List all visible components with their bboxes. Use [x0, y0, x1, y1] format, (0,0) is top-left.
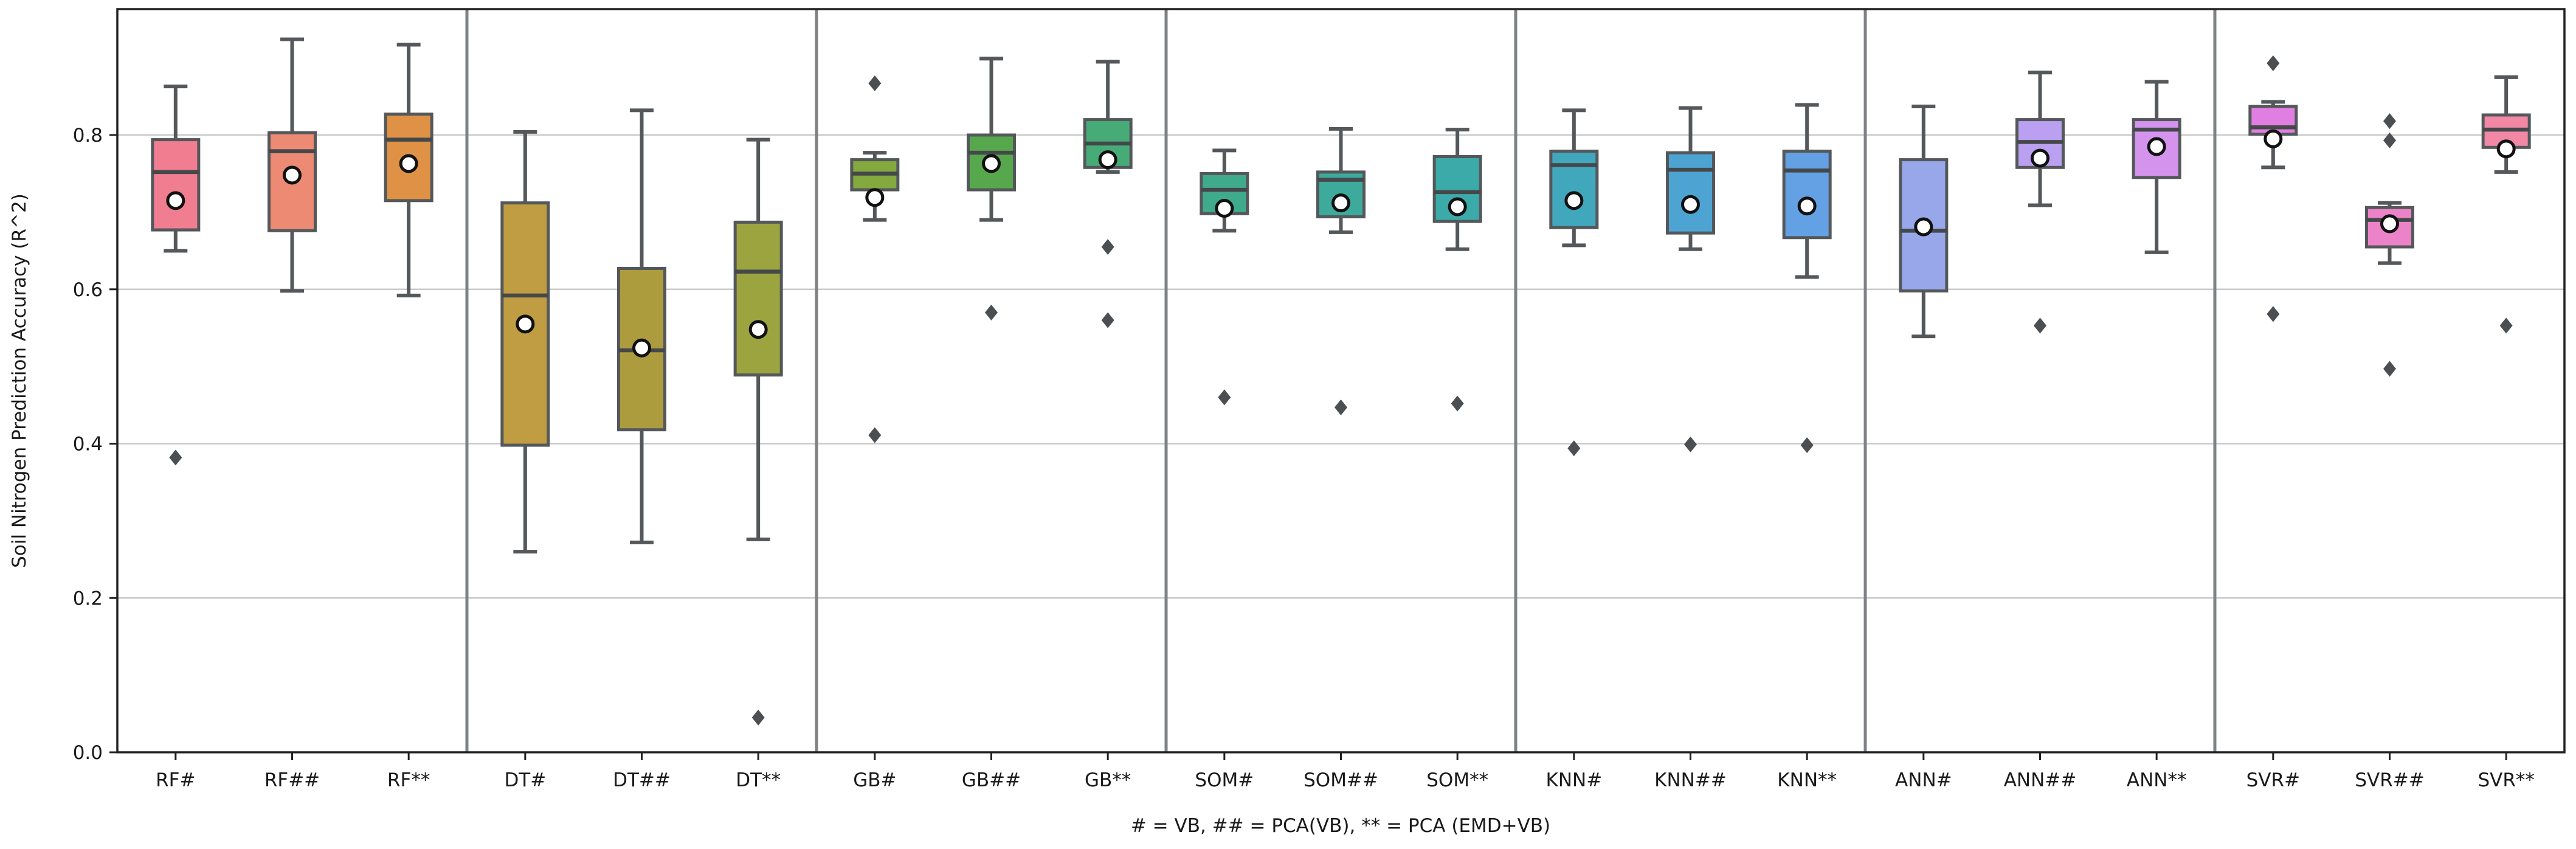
x-tick-label-SVR**: SVR** [2478, 769, 2534, 791]
box-RF** [384, 113, 433, 203]
mean-marker-SOM# [1215, 199, 1234, 218]
x-tick-label-GB##: GB## [962, 769, 1021, 791]
mean-marker-KNN# [1564, 191, 1584, 210]
box-KNN** [1782, 150, 1832, 240]
mean-marker-GB## [982, 154, 1001, 173]
x-tick-label-SOM#: SOM# [1195, 769, 1254, 791]
x-tick-label-DT#: DT# [504, 769, 546, 791]
outlier-SVR**-0 [2499, 317, 2513, 334]
x-tick-label-KNN##: KNN## [1654, 769, 1727, 791]
box-DT** [733, 220, 783, 377]
mean-marker-SOM## [1331, 193, 1350, 213]
outlier-GB**-0 [1101, 238, 1114, 255]
box-KNN# [1549, 150, 1599, 229]
x-tick-label-ANN**: ANN** [2127, 769, 2187, 791]
outlier-GB##-0 [985, 304, 998, 321]
x-tick-label-SOM##: SOM## [1304, 769, 1378, 791]
mean-marker-SVR## [2380, 214, 2399, 234]
mean-marker-GB** [1098, 150, 1117, 170]
outlier-RF#-0 [169, 449, 182, 466]
mean-marker-DT# [516, 314, 535, 334]
mean-marker-ANN** [2147, 137, 2166, 156]
x-tick-label-ANN##: ANN## [2004, 769, 2077, 791]
x-tick-label-RF#: RF# [156, 769, 195, 791]
mean-marker-RF** [399, 154, 418, 173]
y-axis-title: Soil Nitrogen Prediction Accuracy (R^2) [9, 193, 30, 568]
mean-marker-DT## [632, 338, 651, 358]
mean-marker-GB# [865, 188, 885, 207]
outlier-SVR##-0 [2383, 113, 2396, 130]
y-tick-label-0.6: 0.6 [73, 279, 103, 301]
mean-marker-DT** [748, 320, 768, 339]
x-tick-label-SVR#: SVR# [2246, 769, 2300, 791]
x-tick-label-DT##: DT## [613, 769, 671, 791]
outlier-KNN##-0 [1684, 436, 1697, 452]
x-axis-title: # = VB, ## = PCA(VB), ** = PCA (EMD+VB) [1131, 815, 1550, 837]
axes-border [116, 8, 2566, 754]
mean-marker-SOM** [1448, 197, 1467, 217]
x-tick-label-SOM**: SOM** [1426, 769, 1488, 791]
outlier-SOM##-0 [1335, 399, 1347, 415]
outlier-ANN##-0 [2034, 317, 2046, 334]
mean-marker-SVR# [2263, 129, 2283, 148]
mean-marker-ANN# [1914, 217, 1933, 237]
y-tick-label-0.2: 0.2 [73, 587, 103, 609]
mean-marker-SVR** [2496, 139, 2516, 159]
outlier-SVR##-2 [2383, 361, 2396, 377]
mean-marker-KNN** [1797, 196, 1817, 216]
x-tick-label-GB#: GB# [853, 769, 896, 791]
outlier-SVR#-1 [2267, 306, 2280, 322]
mean-marker-KNN## [1681, 195, 1700, 214]
outlier-GB**-1 [1101, 312, 1114, 328]
y-tick-label-0.4: 0.4 [73, 434, 103, 456]
outlier-SOM**-0 [1451, 395, 1464, 412]
outlier-DT**-0 [751, 709, 765, 726]
box-KNN## [1666, 151, 1715, 235]
x-tick-label-DT**: DT** [736, 769, 781, 791]
mean-marker-ANN## [2031, 148, 2049, 168]
outlier-GB#-1 [868, 427, 882, 443]
outlier-SVR##-1 [2383, 132, 2396, 148]
outlier-SVR#-0 [2267, 55, 2280, 72]
x-tick-label-GB**: GB** [1085, 769, 1131, 791]
outlier-GB#-0 [868, 75, 882, 91]
mean-marker-RF## [283, 165, 302, 185]
x-tick-label-SVR##: SVR## [2355, 769, 2424, 791]
plot-area: 0.0 0.2 0.4 0.6 0.8 RF# RF## RF** DT# DT## DT** GB#… [73, 8, 2566, 791]
x-tick-label-RF**: RF** [387, 769, 430, 791]
outlier-SOM#-0 [1218, 389, 1231, 406]
x-tick-label-ANN#: ANN# [1895, 769, 1952, 791]
y-tick-label-0.8: 0.8 [73, 125, 103, 147]
x-tick-label-KNN**: KNN** [1777, 769, 1837, 791]
mean-marker-RF# [166, 191, 185, 210]
y-tick-label-0.0: 0.0 [73, 742, 103, 764]
x-tick-label-RF##: RF## [264, 769, 320, 791]
box-RF# [151, 138, 201, 232]
outlier-KNN#-0 [1567, 440, 1581, 457]
x-tick-label-KNN#: KNN# [1545, 769, 1602, 791]
outlier-KNN**-0 [1800, 437, 1814, 454]
